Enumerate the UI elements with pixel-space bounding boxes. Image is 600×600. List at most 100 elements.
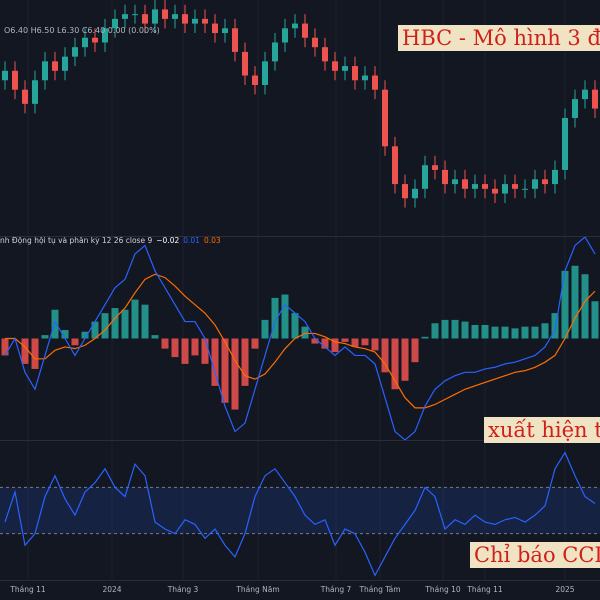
histogram-bar — [301, 326, 309, 339]
candle-body — [2, 70, 8, 81]
histogram-bar — [41, 335, 49, 339]
histogram-bar — [381, 338, 389, 373]
candle-body — [12, 70, 18, 90]
histogram-bar — [161, 338, 169, 349]
histogram-bar — [521, 326, 529, 339]
x-tick-label: Tháng Tám — [358, 585, 400, 594]
histogram-bar — [421, 336, 429, 339]
candle-body — [442, 169, 448, 185]
histogram-bar — [131, 299, 139, 339]
candle-body — [382, 89, 388, 147]
cci-annotation: Chỉ báo CCI — [470, 542, 600, 568]
candle-body — [112, 18, 118, 29]
candle-body — [472, 184, 478, 189]
candle-body — [192, 18, 198, 24]
candle-body — [82, 37, 88, 48]
histogram-bar — [21, 338, 29, 364]
signal-line — [5, 273, 596, 409]
candle-body — [132, 14, 138, 16]
candle-body — [332, 61, 338, 71]
candle-body — [302, 23, 308, 38]
histogram-bar — [461, 321, 469, 339]
candle-body — [552, 169, 558, 185]
price-annotation: HBC - Mô hình 3 đá — [398, 25, 600, 51]
cci-pane — [0, 451, 600, 577]
candle-body — [342, 66, 348, 71]
histogram-bar — [151, 335, 159, 339]
indicator-legend: nh Động hội tụ và phân kỳ 12 26 close 9 — [0, 236, 152, 245]
histogram-bar — [541, 323, 549, 339]
x-tick-label: Tháng 11 — [466, 585, 503, 594]
candle-body — [162, 9, 168, 19]
candle-body — [412, 188, 418, 199]
candle-body — [242, 51, 248, 76]
histogram-bar — [221, 338, 229, 403]
histogram-bar — [391, 338, 399, 390]
histogram-bar — [371, 338, 379, 351]
histogram-bar — [481, 324, 489, 339]
x-tick-label: Tháng 3 — [167, 585, 199, 594]
histogram-bar — [141, 304, 149, 339]
candle-body — [282, 28, 288, 43]
candle-body — [512, 184, 518, 189]
candle-body — [362, 75, 368, 81]
candle-body — [92, 37, 98, 43]
candle-body — [62, 56, 68, 71]
ohlc-legend: O6.40 H6.50 L6.30 C6.40 0.00 (0.00%) — [4, 26, 160, 35]
histogram-bar — [351, 338, 359, 347]
candle-body — [202, 18, 208, 24]
candle-body — [462, 179, 468, 189]
candle-body — [122, 14, 128, 19]
candle-body — [252, 75, 258, 85]
candle-body — [562, 118, 568, 170]
candle-body — [232, 28, 238, 52]
histogram-bar — [111, 308, 119, 339]
macd-line — [4, 237, 596, 440]
candle-body — [22, 89, 28, 104]
histogram-bar — [511, 328, 519, 339]
candle-body — [422, 165, 428, 189]
candle-body — [182, 14, 188, 24]
histogram-bar — [331, 338, 339, 353]
histogram-bar — [321, 338, 329, 349]
histogram-bar — [281, 294, 289, 339]
candle-body — [492, 188, 498, 194]
candle-body — [292, 23, 298, 29]
histogram-bar — [471, 324, 479, 339]
histogram-bar — [61, 330, 69, 339]
histogram-bar — [411, 338, 419, 363]
histogram-bar — [361, 338, 369, 346]
candle-body — [152, 9, 158, 24]
indicator-value: 0.01 — [183, 236, 200, 245]
candle-body — [482, 184, 488, 189]
candle-body — [402, 184, 408, 199]
histogram-bar — [531, 326, 539, 339]
candle-body — [592, 89, 598, 109]
histogram-bar — [101, 313, 109, 339]
candle-body — [372, 75, 378, 90]
histogram-bar — [261, 319, 269, 339]
candle-body — [432, 165, 438, 170]
histogram-bar — [121, 309, 129, 339]
histogram-bar — [341, 338, 349, 342]
histogram-bar — [591, 301, 599, 339]
candle-body — [572, 99, 578, 118]
histogram-bar — [581, 274, 589, 339]
histogram-bar — [491, 326, 499, 339]
histogram-bar — [171, 338, 179, 358]
candle-body — [222, 28, 228, 34]
histogram-bar — [291, 313, 299, 339]
x-tick-label: Tháng 7 — [320, 585, 352, 594]
candle-body — [102, 28, 108, 43]
candle-body — [72, 47, 78, 57]
histogram-bar — [211, 338, 219, 386]
candle-body — [42, 61, 48, 81]
x-tick-label: 2025 — [555, 585, 574, 594]
cci-band — [0, 487, 600, 534]
cci-line — [4, 451, 596, 577]
candle-body — [532, 179, 538, 189]
candle-body — [272, 42, 278, 62]
histogram-bar — [191, 338, 199, 356]
candle-body — [542, 179, 548, 185]
